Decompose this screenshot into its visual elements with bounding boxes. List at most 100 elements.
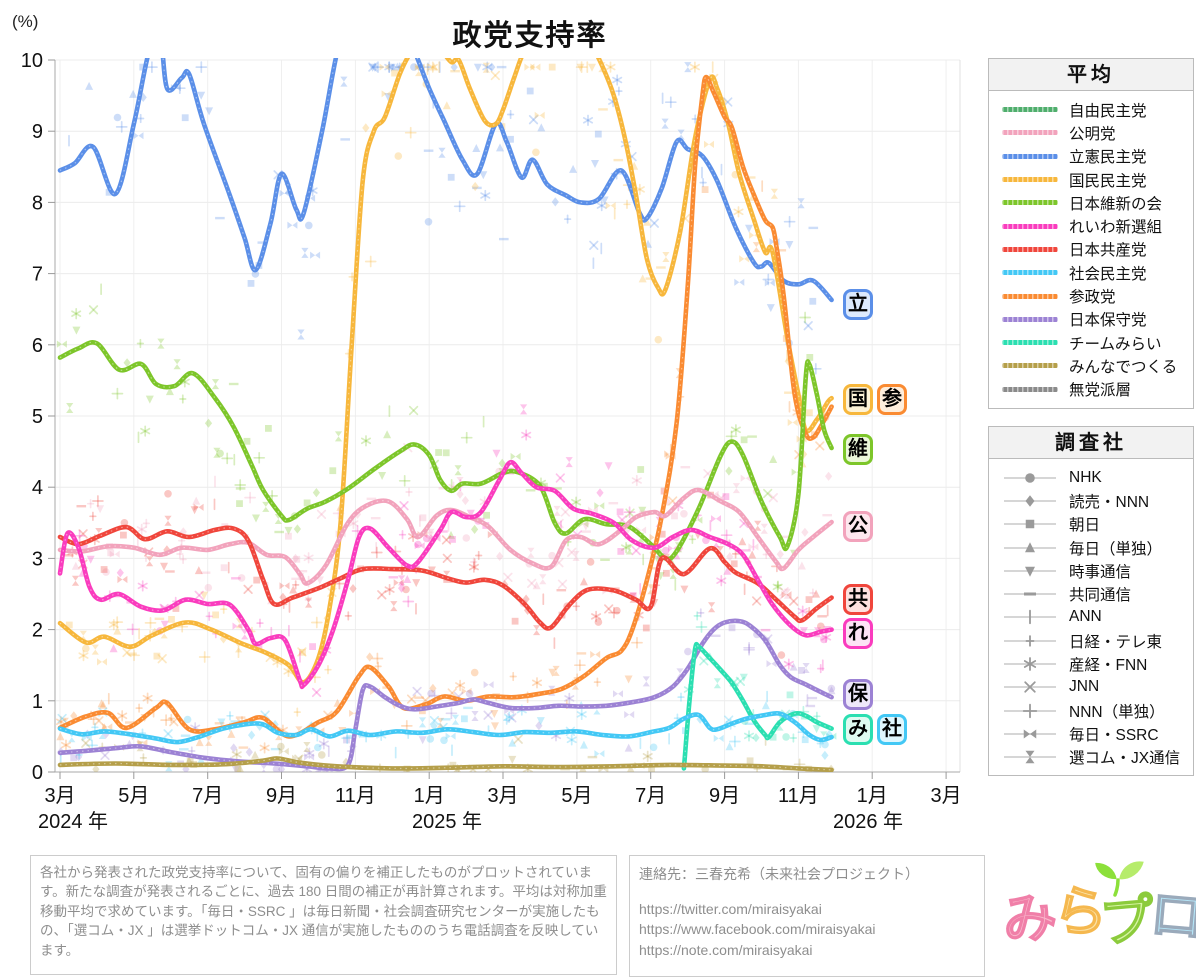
legend-average-item: 日本共産党 xyxy=(1002,238,1193,261)
svg-text:プ: プ xyxy=(1098,889,1157,953)
legend-pollster-panel: NHK 読売・NNN 朝日 毎日（単独） 時事通信 共同通信 ANN 日経・テレ東 産経・FNN… xyxy=(988,458,1194,776)
vbar-marker-icon xyxy=(1002,609,1058,625)
svg-text:8: 8 xyxy=(32,192,43,214)
svg-text:2025 年: 2025 年 xyxy=(412,810,482,833)
y-axis-unit-label: (%) xyxy=(12,12,39,31)
svg-text:6: 6 xyxy=(32,335,43,357)
legend-average-item: れいわ新選組 xyxy=(1002,214,1193,237)
svg-text:み: み xyxy=(997,885,1061,953)
x-marker-icon xyxy=(1002,679,1058,695)
legend-party-label: 日本共産党 xyxy=(1069,242,1147,260)
contact-url: https://note.com/miraisyakai xyxy=(639,941,813,958)
legend-average-item: 参政党 xyxy=(1002,284,1193,307)
legend-party-label: 公明党 xyxy=(1069,125,1116,143)
legend-color-swatch xyxy=(1002,246,1058,252)
legend-pollster-label: 毎日・SSRC xyxy=(1069,726,1159,744)
contact-box: 連絡先：三春充希（未来社会プロジェクト） https://twitter.com… xyxy=(629,855,985,977)
legend-color-swatch xyxy=(1002,107,1058,113)
square-marker-icon xyxy=(1002,516,1058,532)
legend-average-items: 自由民主党公明党立憲民主党 国民民主党日本維新の会 れいわ新選組 日本共産党社会民主党… xyxy=(989,91,1193,401)
legend-pollster-item: 日経・テレ東 xyxy=(1002,629,1193,652)
line-texture-jcp xyxy=(59,526,832,630)
line-texture-sanseito xyxy=(59,76,833,738)
legend-pollster-title: 調査社 xyxy=(1055,432,1127,454)
legend-pollster-item: 時事通信 xyxy=(1002,559,1193,582)
svg-text:7月: 7月 xyxy=(192,785,223,807)
svg-text:3月: 3月 xyxy=(931,785,962,807)
legend-average-item: 立憲民主党 xyxy=(1002,145,1193,168)
svg-text:4: 4 xyxy=(32,477,43,499)
legend-color-swatch xyxy=(1002,177,1058,183)
legend-color-swatch xyxy=(1002,130,1058,136)
circle-marker-icon xyxy=(1002,470,1058,486)
legend-pollster-label: 日経・テレ東 xyxy=(1069,633,1163,651)
legend-color-swatch xyxy=(1002,293,1058,299)
legend-average-item: 日本維新の会 xyxy=(1002,191,1193,214)
axes-frame: 0 1 2 3 4 5 6 7 8 9 10 3月 5月 7月 9月 11月 1月 3月 5月 7月 9月 11月 1月 3月… xyxy=(21,50,962,833)
legend-pollster-label: 選コム・JX通信 xyxy=(1069,750,1181,768)
svg-text:ロ: ロ xyxy=(1147,884,1196,948)
legend-pollster-label: 朝日 xyxy=(1069,517,1101,535)
svg-text:3月: 3月 xyxy=(487,785,518,807)
svg-text:3月: 3月 xyxy=(44,785,75,807)
svg-text:10: 10 xyxy=(21,50,43,72)
svg-text:7: 7 xyxy=(32,264,43,286)
legend-average-item: 社会民主党 xyxy=(1002,261,1193,284)
url-list: https://twitter.com/miraisyakai https://w… xyxy=(639,899,975,960)
svg-text:ロ: ロ xyxy=(1147,884,1196,948)
line-mirai xyxy=(681,641,834,771)
support-rate-chart: 0 1 2 3 4 5 6 7 8 9 10 3月 5月 7月 9月 11月 1月 3月 5月 7月 9月 11月 1月 3月… xyxy=(21,50,962,833)
methodology-text: 各社から発表された政党支持率について、固有の偏りを補正したものがプロットされてい… xyxy=(40,865,607,958)
legend-party-label: みんなでつくる xyxy=(1069,358,1178,376)
legend-party-label: 日本維新の会 xyxy=(1069,195,1163,213)
legend-average-item: チームみらい xyxy=(1002,331,1193,354)
legend-pollster-item: 毎日・SSRC xyxy=(1002,722,1193,745)
legend-pollster-label: 毎日（単独） xyxy=(1069,540,1163,558)
legend-pollster-header: 調査社 xyxy=(988,426,1194,459)
legend-pollster-label: 読売・NNN xyxy=(1069,493,1150,511)
line-cdp xyxy=(57,58,834,303)
legend-average-item: 国民民主党 xyxy=(1002,168,1193,191)
contact-url: https://www.facebook.com/miraisyakai xyxy=(639,921,876,938)
hourglass-marker-icon xyxy=(1002,749,1058,765)
legend-pollster-item: NHK xyxy=(1002,466,1193,489)
legend-pollster-label: NHK xyxy=(1069,468,1102,486)
page-title: 政党支持率 xyxy=(452,20,608,52)
legend-party-label: れいわ新選組 xyxy=(1069,219,1163,237)
legend-average-item: 自由民主党 xyxy=(1002,98,1193,121)
svg-text:プ: プ xyxy=(1098,889,1157,953)
svg-text:11月: 11月 xyxy=(778,785,819,807)
legend-average-item: みんなでつくる xyxy=(1002,354,1193,377)
legend-average-item: 無党派層 xyxy=(1002,378,1193,401)
legend-party-label: 社会民主党 xyxy=(1069,265,1147,283)
chart-canvas: 0 1 2 3 4 5 6 7 8 9 10 3月 5月 7月 9月 11月 1月 3月 5月 7月 9月 11月 1月 3月… xyxy=(21,50,962,833)
line-dpp xyxy=(57,58,834,685)
svg-text:ら: ら xyxy=(1051,880,1111,945)
legend-average-item: 公明党 xyxy=(1002,121,1193,144)
line-texture-komeito xyxy=(59,489,832,585)
contact-url: https://twitter.com/miraisyakai xyxy=(639,901,822,917)
line-reiwa xyxy=(57,459,834,690)
legend-average-item: 日本保守党 xyxy=(1002,308,1193,331)
svg-text:1月: 1月 xyxy=(414,785,445,807)
line-sanseito xyxy=(57,74,834,739)
mirapro-logo: みみららププロロ xyxy=(988,856,1200,959)
legend-pollster-items: NHK 読売・NNN 朝日 毎日（単独） 時事通信 共同通信 ANN 日経・テレ東 産経・FNN… xyxy=(989,459,1193,769)
line-texture-sdp xyxy=(59,712,832,743)
svg-text:2: 2 xyxy=(32,620,43,642)
line-texture-cdp xyxy=(59,58,833,301)
svg-text:ら: ら xyxy=(1051,880,1111,945)
legend-pollster-label: JNN xyxy=(1069,678,1100,696)
legend-pollster-item: JNN xyxy=(1002,676,1193,699)
line-jcp xyxy=(57,524,834,631)
legend-pollster-item: NNN（単独） xyxy=(1002,699,1193,722)
line-texture-mirai xyxy=(683,643,832,769)
line-sdp xyxy=(57,710,834,745)
svg-text:7月: 7月 xyxy=(635,785,666,807)
legend-pollster-label: 時事通信 xyxy=(1069,563,1132,581)
diamond-marker-icon xyxy=(1002,493,1058,509)
thin-plus-marker-icon xyxy=(1002,633,1058,649)
svg-text:み: み xyxy=(997,885,1061,953)
